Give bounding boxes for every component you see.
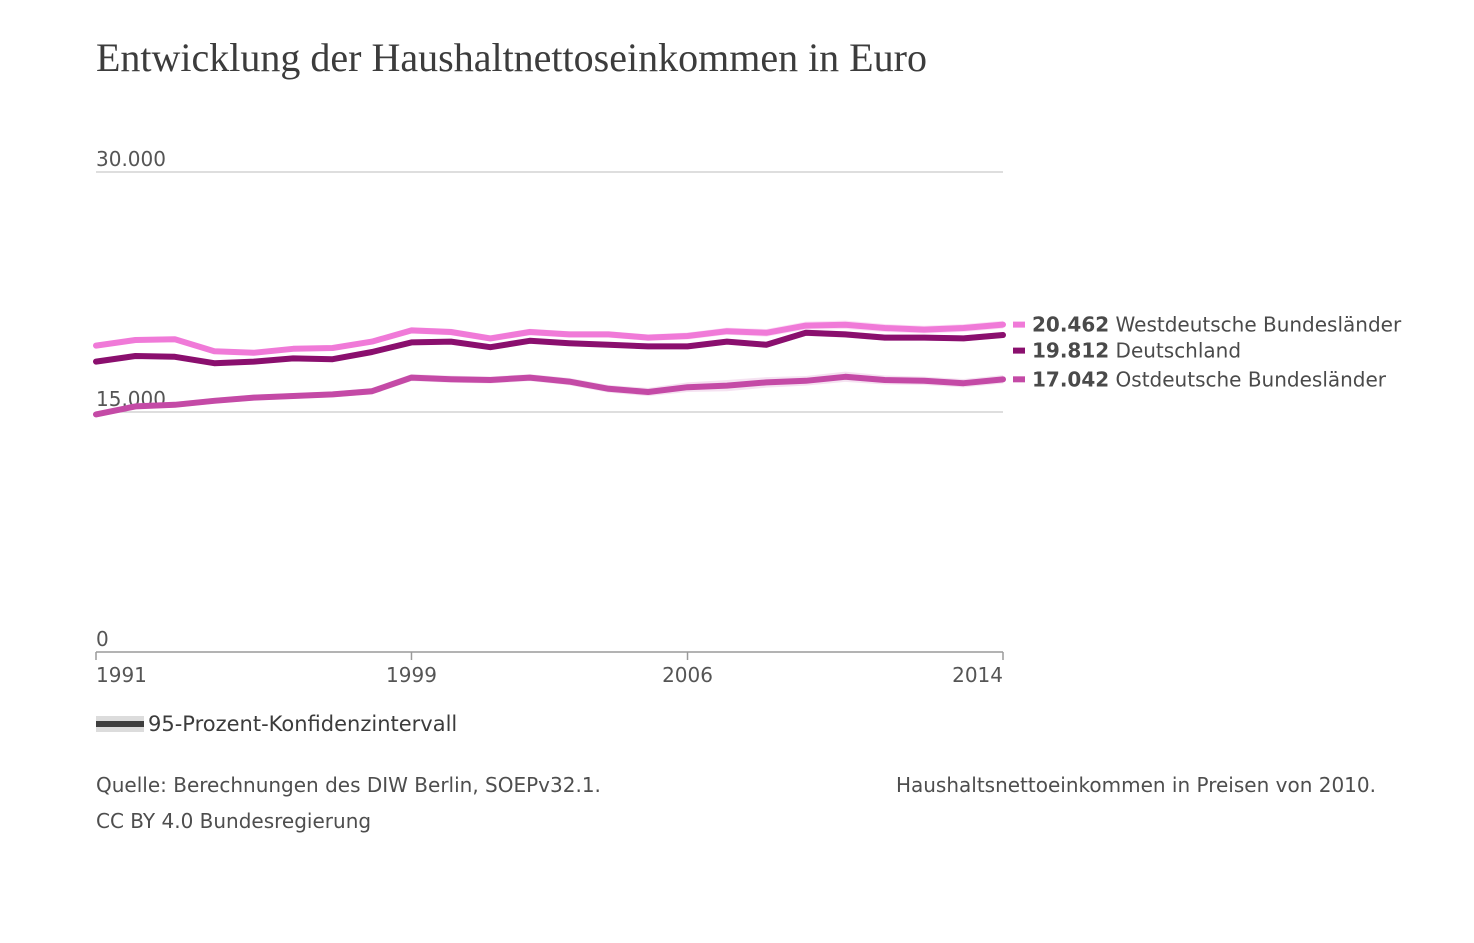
x-tick-label: 2014 — [952, 663, 1003, 687]
confidence-legend: 95-Prozent-Konfidenzintervall — [96, 712, 457, 736]
series-line — [93, 321, 1006, 356]
series-end-text: 17.042 Ostdeutsche Bundesländer — [1032, 367, 1387, 391]
series-end-label: 20.462 Westdeutsche Bundesländer — [1013, 313, 1402, 337]
y-tick-label: 30.000 — [96, 147, 166, 171]
series-end-value: 17.042 — [1032, 367, 1109, 391]
series-name: Westdeutsche Bundesländer — [1109, 313, 1402, 337]
confidence-swatch — [96, 716, 144, 732]
x-axis: 1991 1999 2006 2014 — [95, 651, 1004, 687]
series-end-label: 19.812 Deutschland — [1013, 339, 1241, 363]
series-name: Ostdeutsche Bundesländer — [1109, 367, 1387, 391]
price-note: Haushaltsnettoeinkommen in Preisen von 2… — [895, 773, 1376, 797]
license-note: CC BY 4.0 Bundesregierung — [96, 809, 372, 833]
chart-title: Entwicklung der Haushaltnettoseinkommen … — [96, 35, 927, 80]
series-line — [93, 373, 1006, 418]
y-tick-label: 0 — [96, 627, 109, 651]
x-tick-label: 2006 — [662, 663, 713, 687]
series-line — [93, 329, 1006, 367]
series-lines — [93, 321, 1006, 418]
series-end-text: 19.812 Deutschland — [1032, 339, 1241, 363]
source-note: Quelle: Berechnungen des DIW Berlin, SOE… — [96, 773, 601, 797]
series-end-value: 20.462 — [1032, 313, 1109, 337]
x-tick-label: 1999 — [386, 663, 437, 687]
confidence-legend-label: 95-Prozent-Konfidenzintervall — [148, 712, 458, 736]
series-end-label: 17.042 Ostdeutsche Bundesländer — [1013, 367, 1387, 391]
series-end-value: 19.812 — [1032, 339, 1109, 363]
series-name: Deutschland — [1109, 339, 1241, 363]
series-end-text: 20.462 Westdeutsche Bundesländer — [1032, 313, 1402, 337]
x-tick-label: 1991 — [96, 663, 147, 687]
